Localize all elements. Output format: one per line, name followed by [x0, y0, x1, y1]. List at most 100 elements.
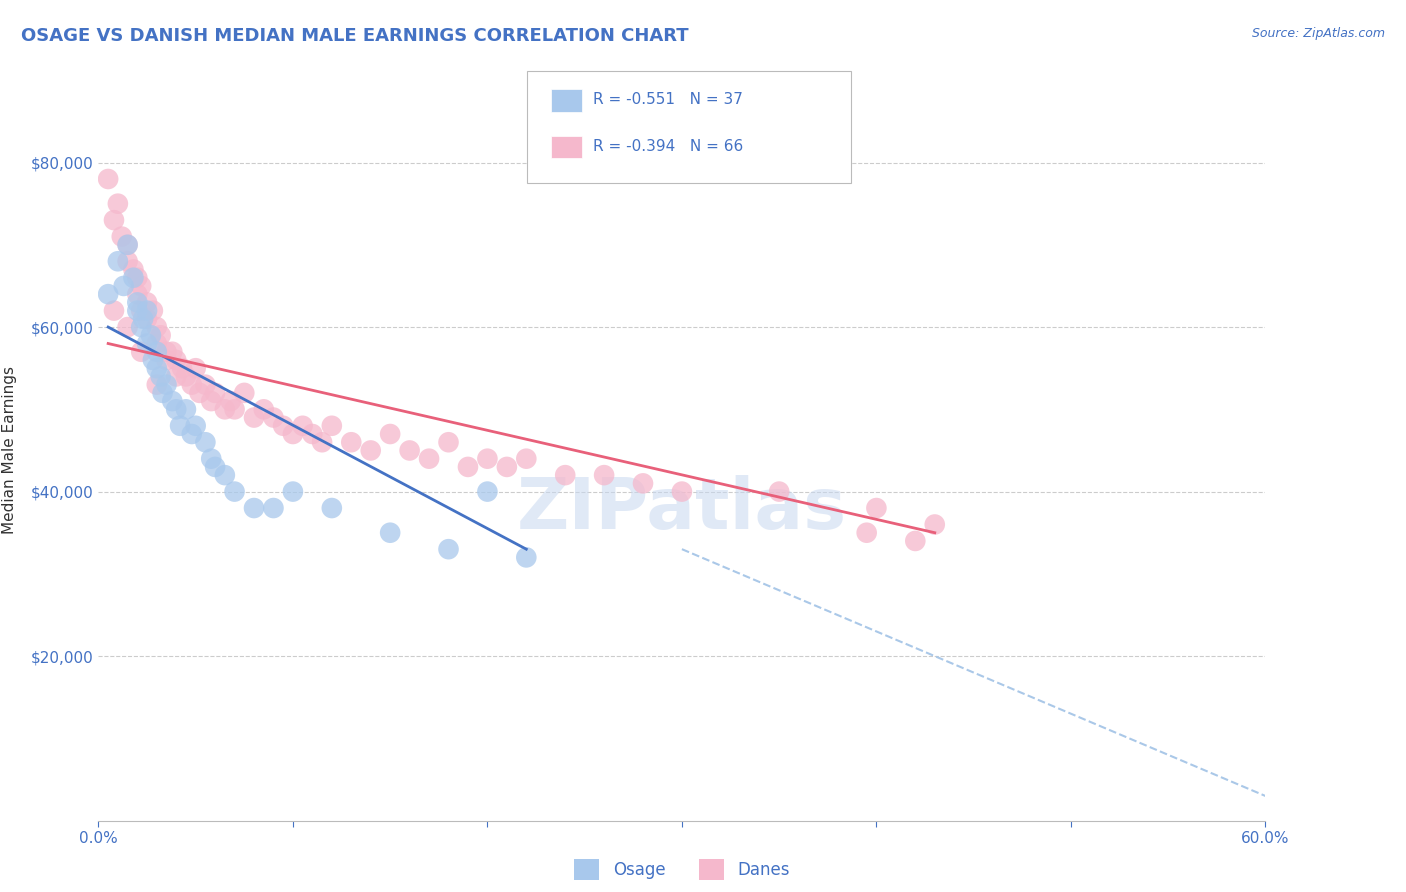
Point [180, 427, 202, 442]
Point [132, 311, 155, 326]
Point [162, 344, 184, 359]
Point [152, 385, 174, 400]
Point [243, 410, 266, 425]
Point [204, 385, 226, 400]
Point [904, 533, 927, 548]
Point [224, 402, 246, 417]
Point [155, 377, 177, 392]
Point [188, 385, 211, 400]
Point [515, 451, 537, 466]
Point [136, 295, 159, 310]
Point [146, 344, 169, 359]
Point [340, 435, 363, 450]
Text: ZIPatlas: ZIPatlas [517, 475, 846, 544]
Point [262, 410, 284, 425]
Point [418, 451, 440, 466]
Point [437, 542, 460, 557]
Point [117, 254, 139, 268]
Point [174, 369, 197, 384]
Point [103, 213, 125, 227]
Point [224, 484, 246, 499]
Point [554, 468, 576, 483]
Point [768, 484, 790, 499]
Point [97, 287, 120, 301]
Text: OSAGE VS DANISH MEDIAN MALE EARNINGS CORRELATION CHART: OSAGE VS DANISH MEDIAN MALE EARNINGS COR… [21, 27, 689, 45]
Point [457, 459, 479, 474]
Y-axis label: Median Male Earnings: Median Male Earnings [1, 367, 17, 534]
Point [149, 328, 172, 343]
Point [107, 196, 129, 211]
Point [127, 295, 149, 310]
Point [165, 353, 187, 368]
Point [194, 377, 217, 392]
Point [142, 353, 165, 368]
Text: Source: ZipAtlas.com: Source: ZipAtlas.com [1251, 27, 1385, 40]
Point [200, 451, 222, 466]
Point [180, 377, 202, 392]
Point [321, 418, 343, 433]
Point [122, 262, 145, 277]
Point [437, 435, 460, 450]
Point [169, 418, 191, 433]
Text: R = -0.394   N = 66: R = -0.394 N = 66 [593, 139, 744, 153]
Point [136, 303, 159, 318]
Point [111, 229, 134, 244]
Point [127, 287, 149, 301]
Point [301, 427, 323, 442]
Point [214, 402, 236, 417]
Point [380, 427, 402, 442]
Point [117, 237, 139, 252]
Point [281, 484, 304, 499]
Point [146, 377, 169, 392]
Point [253, 402, 276, 417]
Point [360, 443, 382, 458]
Point [204, 459, 226, 474]
Point [194, 435, 217, 450]
Point [117, 320, 139, 334]
Point [127, 303, 149, 318]
Point [496, 459, 519, 474]
Point [398, 443, 420, 458]
Point [184, 418, 207, 433]
Point [380, 525, 402, 540]
Point [170, 361, 193, 376]
Point [155, 353, 177, 368]
Point [155, 344, 177, 359]
Point [477, 484, 499, 499]
Point [122, 270, 145, 285]
Point [219, 394, 242, 409]
Point [103, 303, 125, 318]
Point [139, 328, 162, 343]
Point [631, 476, 654, 491]
Point [129, 344, 152, 359]
Point [233, 385, 256, 400]
Point [321, 501, 343, 516]
Point [129, 279, 152, 293]
Point [262, 501, 284, 516]
Text: R = -0.551   N = 37: R = -0.551 N = 37 [593, 93, 744, 107]
Point [165, 402, 187, 417]
Point [127, 270, 149, 285]
Point [477, 451, 499, 466]
Point [142, 303, 165, 318]
Point [129, 303, 152, 318]
Point [112, 279, 135, 293]
Point [149, 369, 172, 384]
Point [243, 501, 266, 516]
Point [184, 361, 207, 376]
Point [311, 435, 333, 450]
Point [174, 402, 197, 417]
Point [593, 468, 616, 483]
Point [136, 311, 159, 326]
Point [865, 501, 887, 516]
Point [146, 320, 169, 334]
Point [671, 484, 693, 499]
Point [129, 320, 152, 334]
Point [855, 525, 877, 540]
Point [291, 418, 314, 433]
Point [146, 336, 169, 351]
Point [281, 427, 304, 442]
Point [107, 254, 129, 268]
Point [214, 468, 236, 483]
Point [97, 172, 120, 186]
